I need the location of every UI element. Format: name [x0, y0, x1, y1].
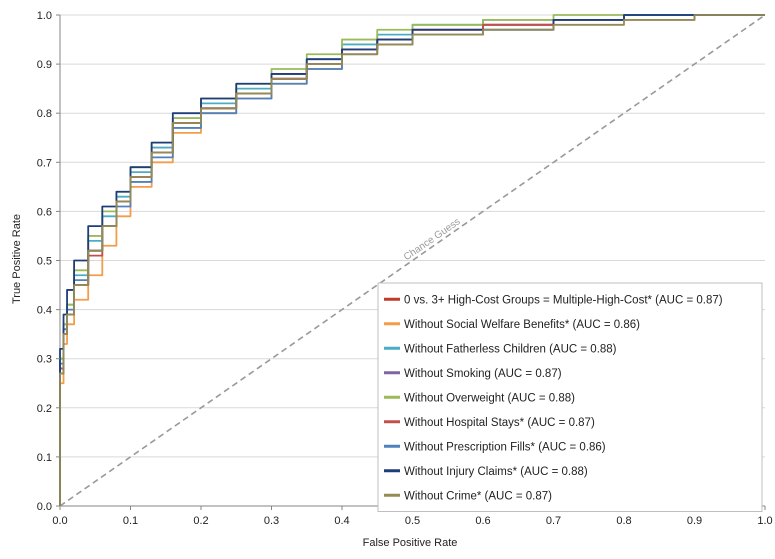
- x-tick-label-10: 1.0: [757, 515, 772, 527]
- roc-curve-8: [59, 14, 765, 506]
- legend-label-8: Without Crime* (AUC = 0.87): [404, 490, 552, 502]
- legend-label-4: Without Overweight (AUC = 0.88): [404, 392, 575, 404]
- y-tick-label-2: 0.2: [37, 403, 52, 415]
- chance-guess-line-path: [59, 14, 766, 507]
- x-tick-label-6: 0.6: [475, 515, 490, 527]
- y-tick-label-6: 0.6: [37, 206, 52, 218]
- legend-label-6: Without Prescription Fills* (AUC = 0.86): [404, 441, 606, 453]
- legend: 0 vs. 3+ High-Cost Groups = Multiple-Hig…: [377, 282, 763, 512]
- y-tick-label-5: 0.5: [37, 256, 52, 268]
- chance-guess-line: [59, 14, 766, 507]
- x-tick-label-9: 0.9: [687, 515, 702, 527]
- legend-box: [377, 282, 763, 512]
- legend-label-2: Without Fatherless Children (AUC = 0.88): [404, 343, 617, 355]
- x-tick-label-1: 0.1: [123, 515, 138, 527]
- y-tick-label-7: 0.7: [37, 157, 52, 169]
- y-tick-label-0: 0.0: [37, 501, 52, 513]
- x-tick-label-0: 0.0: [52, 515, 67, 527]
- y-tick-label-1: 0.1: [37, 452, 52, 464]
- x-tick-label-4: 0.4: [334, 515, 349, 527]
- y-tick-label-3: 0.3: [37, 354, 52, 366]
- y-tick-label-8: 0.8: [37, 108, 52, 120]
- legend-label-1: Without Social Welfare Benefits* (AUC = …: [404, 319, 640, 331]
- x-tick-label-5: 0.5: [405, 515, 420, 527]
- legend-label-3: Without Smoking (AUC = 0.87): [404, 368, 562, 380]
- roc-curves: [59, 14, 765, 506]
- y-axis-title: True Positive Rate: [11, 214, 23, 304]
- legend-label-7: Without Injury Claims* (AUC = 0.88): [404, 466, 588, 478]
- chance-guess-annotation: Chance Guess: [402, 216, 463, 263]
- x-tick-label-8: 0.8: [616, 515, 631, 527]
- tick-labels: 0.0 0.1 0.2 0.3 0.4 0.5 0.6 0.7 0.8 0.9 1.0 0.0 0.1 0…: [37, 10, 773, 527]
- legend-label-0: 0 vs. 3+ High-Cost Groups = Multiple-Hig…: [404, 294, 723, 306]
- y-tick-label-10: 1.0: [37, 10, 52, 22]
- x-tick-label-7: 0.7: [546, 515, 561, 527]
- x-axis-title: False Positive Rate: [363, 537, 458, 549]
- legend-label-5: Without Hospital Stays* (AUC = 0.87): [404, 417, 595, 429]
- y-tick-label-9: 0.9: [37, 59, 52, 71]
- x-tick-label-2: 0.2: [193, 515, 208, 527]
- x-tick-label-3: 0.3: [264, 515, 279, 527]
- y-tick-label-4: 0.4: [37, 305, 52, 317]
